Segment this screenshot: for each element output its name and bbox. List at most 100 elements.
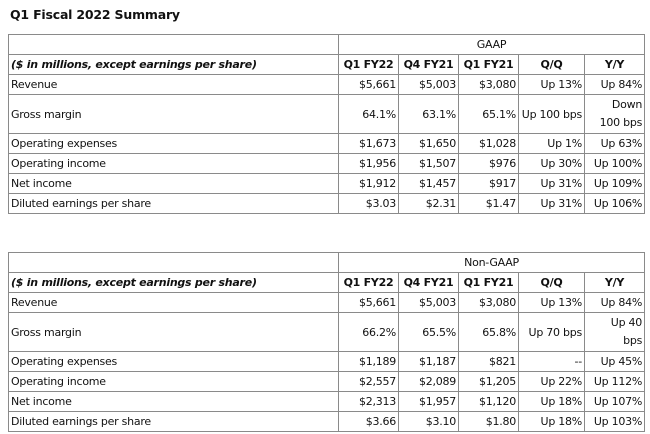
row-label: Diluted earnings per share [8,193,339,214]
page-title: Q1 Fiscal 2022 Summary [10,7,180,22]
row-label: Net income [8,173,339,194]
nongaap-table: Non-GAAP ($ in millions, except earnings… [8,252,646,432]
table-row: Gross margin 64.1% 63.1% 65.1% Up 100 bp… [8,94,646,134]
cell-yy: Up 107% [583,391,646,412]
row-label: Operating expenses [8,133,339,154]
cell-q1fy22: $2,557 [338,371,399,392]
cell-q1fy22: 66.2% [338,312,399,352]
cell-qq: Up 31% [518,193,585,214]
column-header: Q1 FY22 [338,272,399,293]
cell-q4fy21: $3.10 [398,411,459,432]
cell-q4fy21: $1,957 [398,391,459,412]
cell-qq: Up 18% [518,391,585,412]
cell-q1fy22: $3.66 [338,411,399,432]
cell-yy: Up 40 bps [583,312,646,352]
row-label: Revenue [8,292,339,313]
row-label: Operating income [8,153,339,174]
cell-yy-line1: Down [611,98,643,111]
cell-yy: Up 106% [583,193,646,214]
cell-q1fy22: $3.03 [338,193,399,214]
cell-q1fy21: $821 [458,351,519,372]
table-row: Revenue $5,661 $5,003 $3,080 Up 13% Up 8… [8,292,646,313]
table-row: Net income $1,912 $1,457 $917 Up 31% Up … [8,173,646,194]
cell-q4fy21: $2,089 [398,371,459,392]
cell-yy-line1: Up 40 [610,316,643,329]
table-title-row: GAAP [8,34,646,55]
cell-q1fy21: $917 [458,173,519,194]
units-note: ($ in millions, except earnings per shar… [8,54,339,75]
cell-q4fy21: $1,650 [398,133,459,154]
cell-q1fy21: $1.47 [458,193,519,214]
table-header-row: ($ in millions, except earnings per shar… [8,272,646,293]
row-label: Gross margin [8,94,339,134]
row-label: Operating expenses [8,351,339,372]
cell-qq: Up 22% [518,371,585,392]
table-row: Revenue $5,661 $5,003 $3,080 Up 13% Up 8… [8,74,646,95]
column-header: Q/Q [518,272,585,293]
column-header: Q1 FY21 [458,54,519,75]
table-row: Operating expenses $1,189 $1,187 $821 --… [8,351,646,372]
column-header: Q4 FY21 [398,272,459,293]
cell-qq: Up 31% [518,173,585,194]
table-header-row: ($ in millions, except earnings per shar… [8,54,646,75]
cell-q1fy21: 65.1% [458,94,519,134]
cell-q1fy21: $1.80 [458,411,519,432]
cell-yy: Up 103% [583,411,646,432]
cell-yy: Up 109% [583,173,646,194]
row-label: Net income [8,391,339,412]
cell-q1fy22: 64.1% [338,94,399,134]
cell-yy: Up 84% [583,74,646,95]
units-note: ($ in millions, except earnings per shar… [8,272,339,293]
cell-qq: Up 70 bps [518,312,585,352]
cell-q1fy22: $5,661 [338,74,399,95]
cell-qq: Up 13% [518,74,585,95]
cell-q1fy21: 65.8% [458,312,519,352]
column-header: Q4 FY21 [398,54,459,75]
gaap-title: GAAP [337,34,646,55]
cell-q1fy22: $1,189 [338,351,399,372]
cell-q1fy21: $1,205 [458,371,519,392]
table-row: Diluted earnings per share $3.03 $2.31 $… [8,193,646,214]
cell-q1fy21: $3,080 [458,74,519,95]
row-label: Operating income [8,371,339,392]
cell-qq: Up 18% [518,411,585,432]
cell-qq: Up 13% [518,292,585,313]
column-header: Y/Y [583,272,646,293]
cell-yy: Up 63% [583,133,646,154]
cell-q1fy22: $1,673 [338,133,399,154]
column-header: Q1 FY22 [338,54,399,75]
cell-qq: Up 30% [518,153,585,174]
gaap-table: GAAP ($ in millions, except earnings per… [8,34,646,214]
cell-q1fy22: $1,956 [338,153,399,174]
table-row: Diluted earnings per share $3.66 $3.10 $… [8,411,646,432]
cell-qq: -- [518,351,585,372]
column-header: Y/Y [583,54,646,75]
table-row: Operating income $1,956 $1,507 $976 Up 3… [8,153,646,174]
row-label: Diluted earnings per share [8,411,339,432]
column-header: Q/Q [518,54,585,75]
cell-q4fy21: $1,457 [398,173,459,194]
cell-q1fy21: $976 [458,153,519,174]
cell-q4fy21: $5,003 [398,292,459,313]
cell-q1fy22: $5,661 [338,292,399,313]
table-row: Gross margin 66.2% 65.5% 65.8% Up 70 bps… [8,312,646,352]
cell-yy: Down 100 bps [583,94,646,134]
cell-q4fy21: $1,187 [398,351,459,372]
cell-qq: Up 1% [518,133,585,154]
cell-q1fy22: $1,912 [338,173,399,194]
cell-yy: Up 100% [583,153,646,174]
nongaap-title: Non-GAAP [337,252,646,273]
cell-yy-line2: bps [623,334,643,347]
cell-q4fy21: 65.5% [398,312,459,352]
cell-yy-line2: 100 bps [599,116,643,129]
table-title-row: Non-GAAP [8,252,646,273]
cell-yy: Up 45% [583,351,646,372]
cell-yy: Up 84% [583,292,646,313]
cell-qq: Up 100 bps [518,94,585,134]
cell-yy: Up 112% [583,371,646,392]
cell-q4fy21: $2.31 [398,193,459,214]
row-label: Gross margin [8,312,339,352]
table-row: Net income $2,313 $1,957 $1,120 Up 18% U… [8,391,646,412]
column-header: Q1 FY21 [458,272,519,293]
cell-q1fy21: $1,028 [458,133,519,154]
